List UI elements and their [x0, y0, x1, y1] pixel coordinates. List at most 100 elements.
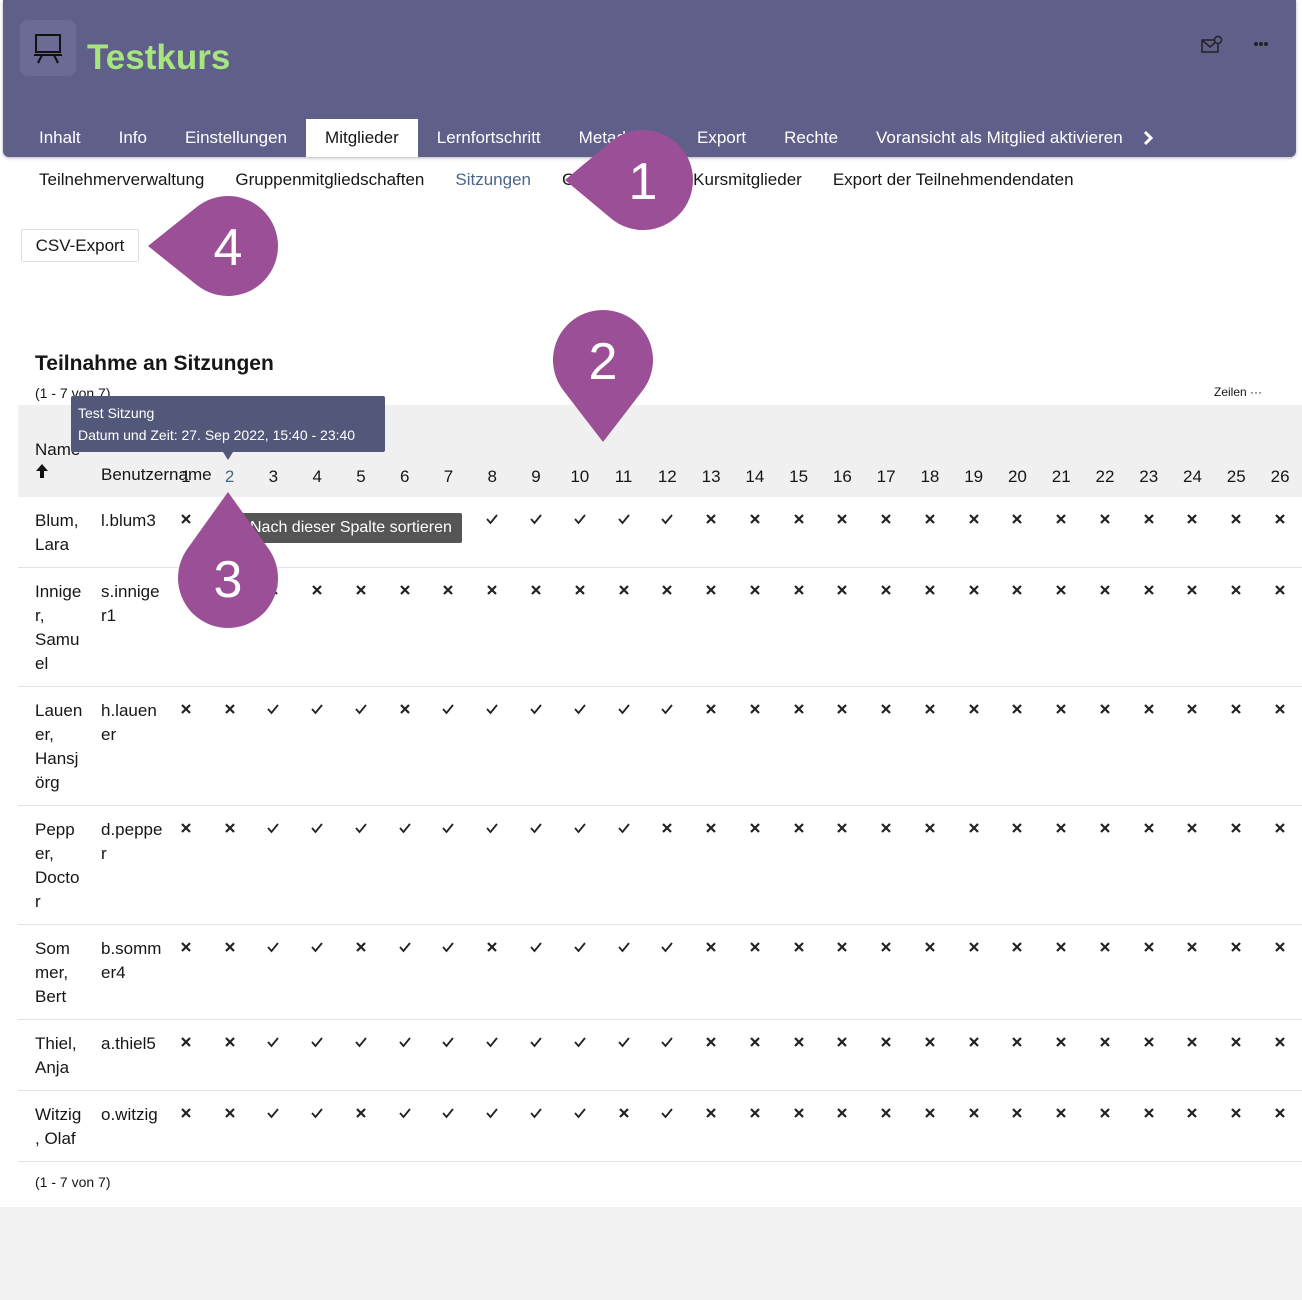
cross-icon — [487, 942, 498, 952]
session-header[interactable]: 15 — [789, 467, 809, 486]
session-header[interactable]: 22 — [1095, 467, 1115, 486]
session-header[interactable]: 24 — [1183, 467, 1202, 486]
attendance-cell — [426, 805, 471, 925]
attendance-cell — [732, 805, 777, 925]
cross — [399, 704, 410, 714]
cross-icon — [968, 704, 979, 714]
session-header[interactable]: 16 — [832, 467, 852, 486]
attendance-cell — [689, 1090, 733, 1162]
cross — [793, 1108, 804, 1118]
check-icon — [486, 704, 498, 715]
session-header[interactable]: 18 — [920, 467, 940, 486]
attendance-cell — [689, 805, 733, 925]
cross-icon — [1056, 942, 1066, 952]
tab[interactable]: Einstellungen — [184, 128, 288, 147]
cross-icon — [181, 704, 191, 714]
attendance-cell — [470, 924, 515, 1020]
csv-export-button[interactable]: CSV-Export — [21, 229, 139, 262]
user-cell: b.sommer4 — [84, 924, 164, 1020]
session-header[interactable]: 26 — [1270, 467, 1290, 486]
tab[interactable]: Export — [697, 128, 747, 147]
cross — [1056, 514, 1066, 524]
tab[interactable]: Inhalt — [39, 128, 81, 147]
subtab[interactable]: Teilnehmerverwaltung — [39, 170, 205, 189]
cross-icon — [837, 514, 848, 524]
session-header[interactable]: 10 — [570, 467, 590, 486]
cross — [1231, 942, 1242, 952]
check-icon — [574, 704, 586, 715]
check — [530, 942, 542, 953]
session-header[interactable]: 3 — [268, 467, 279, 486]
cross-icon — [881, 1108, 891, 1118]
cross — [1231, 704, 1242, 714]
cross-icon — [1143, 1037, 1154, 1047]
attendance-cell — [908, 1090, 952, 1162]
cross — [1187, 942, 1198, 952]
check — [399, 823, 411, 834]
cross-icon — [356, 942, 366, 952]
cross — [968, 514, 979, 524]
session-header[interactable]: 9 — [531, 467, 541, 486]
session-header[interactable]: 11 — [614, 467, 633, 486]
cross-icon — [793, 1037, 804, 1047]
attendance-cell — [689, 497, 733, 568]
tab[interactable]: Voransicht als Mitglied aktivieren — [876, 128, 1123, 147]
check — [442, 942, 455, 953]
tab[interactable]: Mitglieder — [306, 119, 418, 157]
session-header[interactable]: 20 — [1007, 467, 1027, 486]
attendance-cell — [776, 805, 821, 925]
user-cell: l.blum3 — [84, 497, 164, 568]
attendance-cell — [776, 1019, 821, 1091]
cross — [1187, 704, 1198, 714]
attendance-cell — [1039, 497, 1084, 568]
check-icon — [442, 1108, 455, 1119]
check — [399, 1037, 411, 1048]
attendance-cell — [820, 497, 865, 568]
session-header[interactable]: 6 — [399, 467, 410, 486]
session-header[interactable]: 13 — [701, 467, 721, 486]
cross-icon — [224, 942, 235, 952]
attendance-cell — [426, 1090, 471, 1162]
cross-icon — [181, 823, 191, 833]
cross-icon — [1012, 823, 1023, 833]
tab[interactable]: Lernfortschritt — [436, 128, 541, 147]
session-header[interactable]: 4 — [312, 467, 322, 486]
session-header[interactable]: 12 — [657, 467, 677, 486]
session-header[interactable]: 19 — [964, 467, 984, 486]
subtab[interactable]: Gruppenmitgliedschaften — [235, 170, 425, 189]
attendance-cell — [908, 567, 952, 687]
rows-control[interactable]: Zeilen ··· — [1213, 385, 1262, 399]
tab[interactable]: Info — [118, 128, 147, 147]
attendance-cell — [1214, 1090, 1259, 1162]
cross — [1143, 514, 1154, 524]
name-header[interactable]: Name — [18, 405, 84, 497]
cross — [793, 1037, 804, 1047]
session-header[interactable]: 1 — [181, 467, 191, 486]
subtab[interactable]: Sitzungen — [455, 170, 532, 189]
cross — [1100, 585, 1110, 595]
tab[interactable]: Rechte — [784, 128, 839, 147]
tooltip-time: Datum und Zeit: 27. Sep 2022, 15:40 - 23… — [78, 427, 356, 443]
attendance-cell — [557, 1019, 602, 1091]
cross — [487, 942, 498, 952]
session-header[interactable]: 25 — [1226, 467, 1246, 486]
cross-icon — [1231, 514, 1242, 524]
cross-icon — [1100, 1108, 1110, 1118]
session-header[interactable]: 21 — [1051, 467, 1071, 486]
session-header[interactable]: 8 — [487, 467, 497, 486]
check — [355, 823, 367, 834]
session-header[interactable]: 5 — [356, 467, 366, 486]
callout-number: 1 — [629, 153, 658, 211]
cross — [181, 704, 191, 714]
session-header[interactable]: 23 — [1139, 467, 1159, 486]
session-header[interactable]: 14 — [745, 467, 765, 486]
session-header[interactable]: 7 — [443, 467, 454, 486]
check — [267, 1037, 280, 1048]
session-header[interactable]: 2 — [224, 467, 235, 486]
subtab[interactable]: Export der Teilnehmendendaten — [832, 170, 1074, 189]
cross — [706, 704, 716, 714]
header-actions[interactable] — [1199, 34, 1279, 56]
session-header[interactable]: 17 — [876, 467, 896, 486]
attendance-cell — [295, 1019, 340, 1091]
attendance-cell — [1126, 497, 1171, 568]
